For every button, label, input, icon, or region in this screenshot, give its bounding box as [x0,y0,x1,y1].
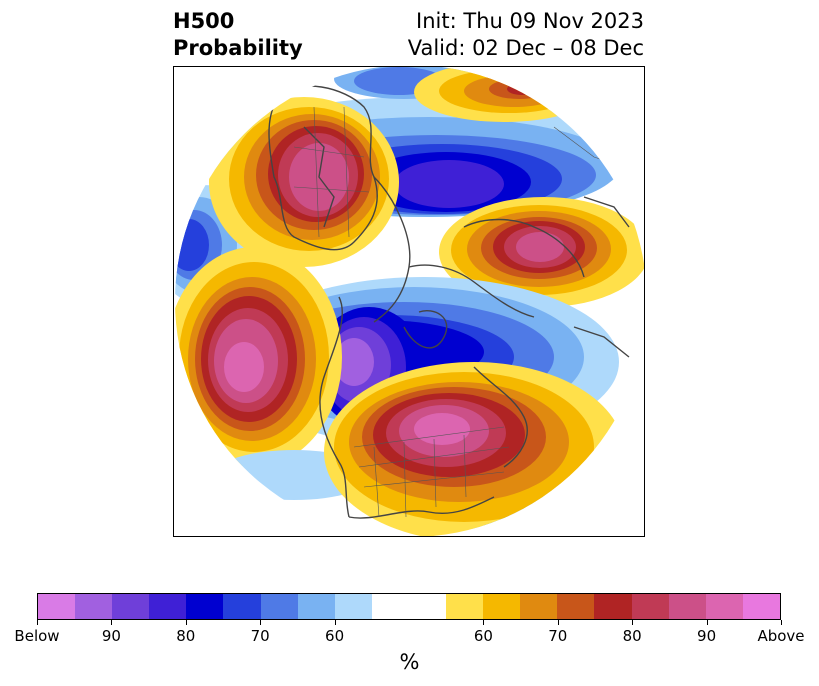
coastlines [268,85,630,519]
colorbar-tick-mark [707,620,708,625]
title-valid-range: Valid: 02 Dec – 08 Dec [407,36,644,60]
colorbar-cell [75,594,113,619]
anomaly-above-eastern-us [324,362,624,536]
colorbar-tick-label: 90 [101,627,121,645]
colorbar-tick-label: Below [14,627,60,645]
title-variable: H500 [173,9,235,33]
title-right: Init: Thu 09 Nov 2023 Valid: 02 Dec – 08… [408,8,644,62]
colorbar-tick-mark [483,620,484,625]
colorbar-cell [149,594,187,619]
colorbar-cell [223,594,261,619]
colorbar [37,593,781,620]
colorbar-cell [260,594,298,619]
colorbar-tick-label: 60 [473,627,493,645]
colorbar-cell [334,594,372,619]
colorbar-cell [742,594,780,619]
map-panel [173,66,645,537]
colorbar-tick-mark [335,620,336,625]
colorbar-cell [594,594,632,619]
colorbar-tick-mark [632,620,633,625]
colorbar-tick-mark [260,620,261,625]
colorbar-cell [520,594,558,619]
colorbar-tick-label: 60 [325,627,345,645]
colorbar-cell [631,594,669,619]
colorbar-tick-mark [111,620,112,625]
colorbar-tick-mark [781,620,782,625]
colorbar-cell [483,594,521,619]
colorbar-cell [297,594,335,619]
colorbar-cell [705,594,743,619]
anomaly-above-pacific [175,247,342,467]
title-init-date: Init: Thu 09 Nov 2023 [416,9,644,33]
colorbar-cell [38,594,76,619]
colorbar-tick-mark [37,620,38,625]
colorbar-tick-label: 70 [250,627,270,645]
title-left: H500 Probability [173,8,303,62]
colorbar-tick-label: 80 [622,627,642,645]
colorbar-cell [371,594,409,619]
colorbar-cell [446,594,484,619]
colorbar-tick-label: 70 [548,627,568,645]
colorbar-tick-mark [186,620,187,625]
colorbar-tick-label: Above [757,627,805,645]
colorbar-unit-label: % [399,650,420,674]
colorbar-cell [557,594,595,619]
colorbar-tick-label: 80 [176,627,196,645]
colorbar-cell [408,594,447,619]
colorbar-cell [112,594,150,619]
colorbar-tick-label: 90 [697,627,717,645]
colorbar-cell [668,594,706,619]
title-product: Probability [173,36,303,60]
probability-map [175,67,644,536]
colorbar-cell [186,594,224,619]
anomaly-above-east [439,197,644,307]
colorbar-tick-mark [558,620,559,625]
